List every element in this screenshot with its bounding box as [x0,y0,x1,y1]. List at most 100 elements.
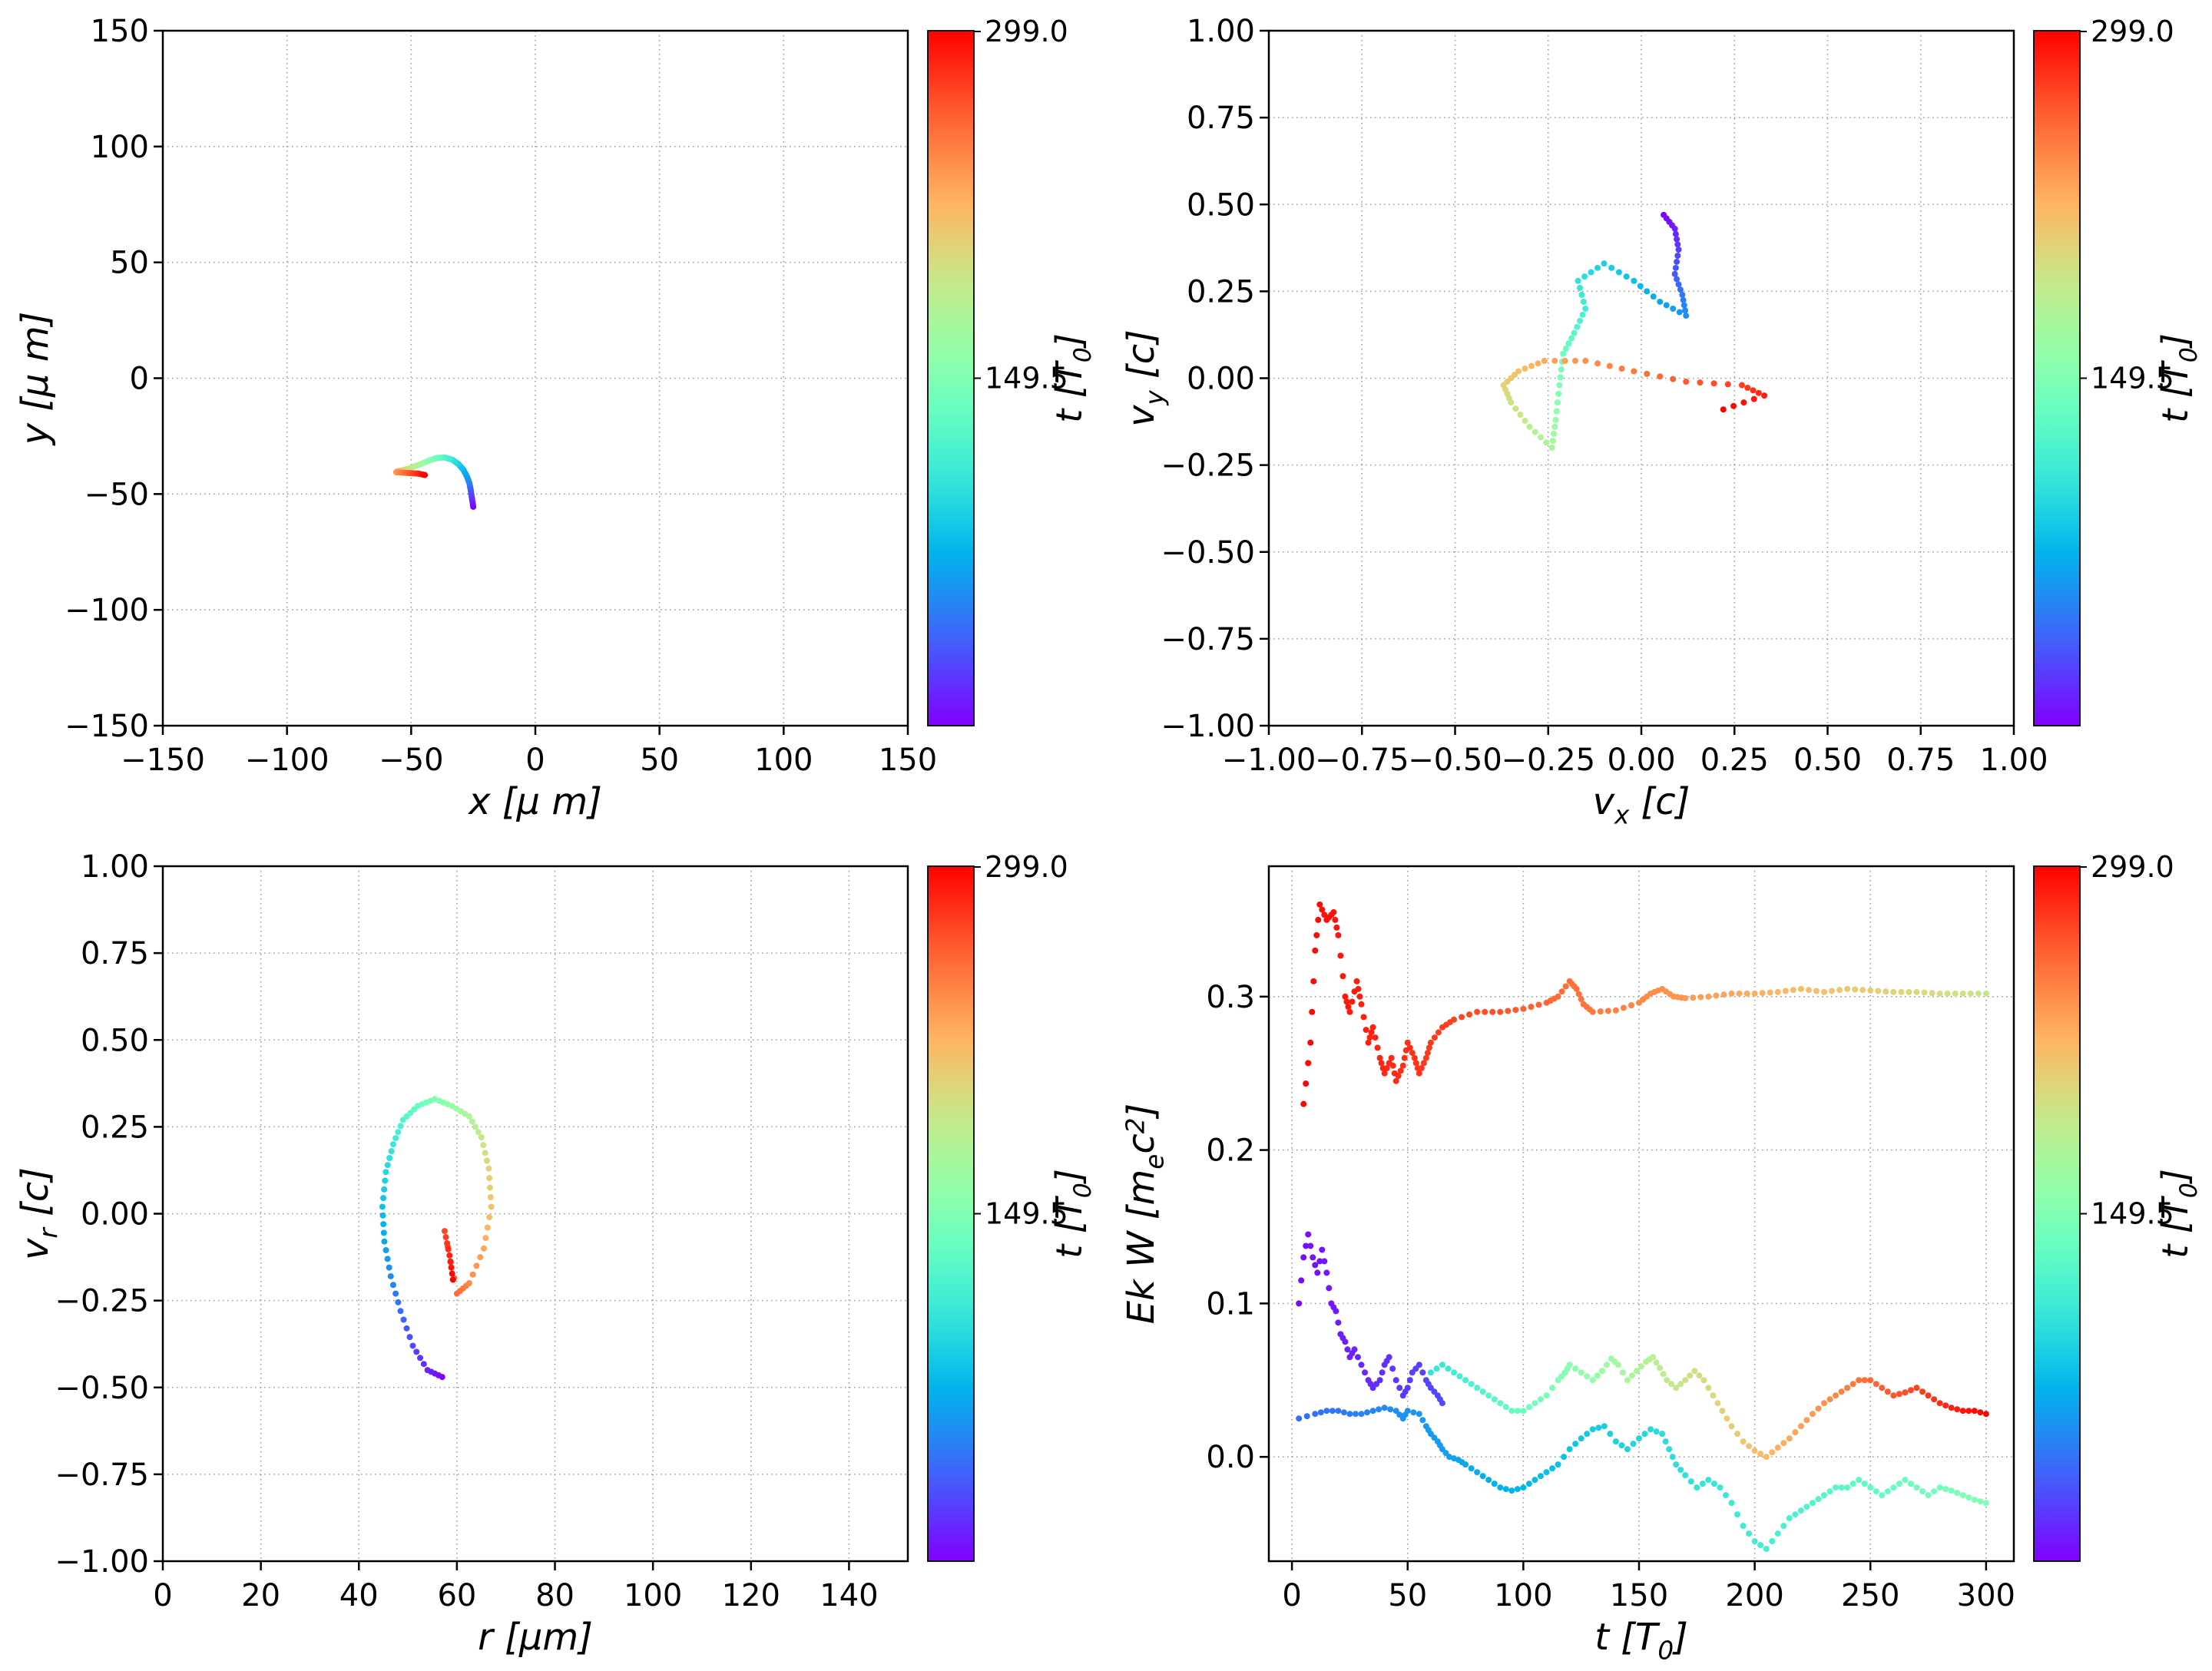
chart-svg-energy-time: 0 50 100 150 200 250 300 0.0 0.1 0.2 0.3 t [T0] Ek W… [1120,850,2203,1665]
x-tick-label: −150 [121,743,205,778]
x-tick-label: −0.50 [1408,743,1502,778]
x-tick-label: 0.50 [1793,743,1862,778]
y-axis-label: vr [c] [14,1167,63,1260]
y-tick-label: 0.25 [1187,274,1255,309]
x-tick-label: 60 [437,1578,476,1613]
y-tick-label: 0.75 [81,936,149,971]
x-tick-label: 80 [535,1578,575,1613]
y-tick-label: 0 [130,362,149,397]
x-tick-label: 120 [722,1578,780,1613]
x-tick-label: 0.75 [1886,743,1955,778]
plot-area-energy-time: 0 50 100 150 200 250 300 0.0 0.1 0.2 0.3 t [T0] Ek W… [1120,865,2015,1665]
y-tick-label: 0.3 [1206,980,1255,1015]
y-tick-label: −50 [84,477,149,512]
y-tick-label: −1.00 [1161,709,1255,744]
colorbar-label: t [T0] [1048,333,1097,423]
y-tick-label: −0.75 [55,1458,149,1493]
y-tick-label: 0.25 [81,1110,149,1145]
series-energy-early-violet-trace [1296,1231,1445,1407]
x-tick-label: 140 [820,1578,878,1613]
colorbar: 299.0 149.5t [T0] [2033,15,2203,726]
x-tick-label: 40 [339,1578,379,1613]
x-axis-label: x [μ m] [467,780,602,823]
y-axis-label: y [μ m] [14,312,57,447]
x-tick-label: 0 [1282,1578,1301,1613]
y-tick-label: 0.00 [1187,362,1255,397]
y-tick-label: −100 [65,593,149,628]
x-tick-label: 100 [754,743,813,778]
x-tick-label: 200 [1725,1578,1783,1613]
plot-area-vx-vy: −1.00−0.75−0.50−0.25 0.00 0.25 0.50 0.75 1.00… [1120,14,2048,829]
x-tick-label: 50 [1388,1578,1427,1613]
y-tick-label: −150 [65,709,149,744]
y-tick-label: 0.50 [81,1023,149,1058]
subplot-r-vr: 0 20 40 60 80 100 120 140 −1.00 −0.75 −0.50 −0.25 0.… [0,836,1106,1671]
chart-svg-xy-trajectory: −150 −100 −50 0 50 100 150 −150 −100 −50 0 50 100 150… [14,14,1097,823]
y-axis-label: vy [c] [1120,329,1169,427]
x-tick-label: 250 [1841,1578,1899,1613]
x-tick-label: 1.00 [1979,743,2048,778]
y-axis-label: Ek W [mec2] [1120,1104,1169,1325]
y-tick-label: −0.75 [1161,622,1255,657]
y-tick-label: 0.50 [1187,187,1255,223]
x-tick-label: 0.25 [1700,743,1769,778]
x-tick-label: −100 [245,743,329,778]
x-tick-label: 100 [1494,1578,1552,1613]
y-tick-label: 0.2 [1206,1133,1255,1169]
y-tick-label: 0.1 [1206,1286,1255,1322]
y-tick-label: −0.50 [55,1371,149,1406]
chart-svg-r-vr: 0 20 40 60 80 100 120 140 −1.00 −0.75 −0.50 −0.25 0.… [14,849,1097,1659]
x-tick-label: 100 [624,1578,682,1613]
x-tick-label: −0.25 [1501,743,1595,778]
subplot-vx-vy: −1.00 −0.75 −0.50 −0.25 0.00 0.25 0.50 0.75 1.00… [1106,0,2212,836]
x-tick-label: 50 [640,743,679,778]
colorbar-label: t [T0] [2154,1169,2203,1259]
y-tick-label: 0.75 [1187,101,1255,136]
x-tick-label: 150 [1610,1578,1668,1613]
colorbar-tick-mid: 149.5 [2091,362,2174,395]
chart-svg-vx-vy: −1.00−0.75−0.50−0.25 0.00 0.25 0.50 0.75 1.00… [1120,14,2203,829]
series-energy-mid-cyan-to-red-trace [1427,1354,1989,1461]
series-radial-phase-loop [379,1096,495,1381]
x-axis-label: r [μm] [478,1616,593,1659]
plot-area-xy-trajectory: −150 −100 −50 0 50 100 150 −150 −100 −50 0 50 100 150… [14,14,937,823]
subplot-energy-time: 0 50 100 150 200 250 300 0.0 0.1 0.2 0.3 t [T0] Ek W… [1106,836,2212,1671]
subplot-xy-trajectory: −150 −100 −50 0 50 100 150 −150 −100 −50 0 50 100 150… [0,0,1106,836]
colorbar: 299.0 149.5t [T0] [2033,850,2203,1562]
y-tick-label: 150 [91,14,149,49]
y-tick-label: −1.00 [55,1544,149,1580]
y-tick-label: −0.25 [55,1284,149,1319]
colorbar-tick-mid: 149.5 [2091,1197,2174,1231]
x-tick-label: 20 [241,1578,280,1613]
series-energy-lower-blue-green-trace [1296,1405,1989,1553]
series-velocity-trajectory [1500,211,1768,451]
y-tick-label: 0.0 [1206,1440,1255,1475]
colorbar-label: t [T0] [1048,1169,1097,1259]
x-axis-label: t [T0] [1594,1616,1688,1665]
series-particle-trajectory [392,454,477,510]
colorbar-tick-top: 299.0 [985,15,1068,48]
colorbar-tick-top: 299.0 [2091,850,2174,884]
x-tick-label: 0 [525,743,545,778]
colorbar: 299.0 149.5t [T0] [927,850,1097,1562]
y-tick-label: 1.00 [81,849,149,885]
x-axis-label: vx [c] [1593,780,1690,829]
x-tick-label: 0 [153,1578,172,1613]
colorbar: 299.0 149.5t [T0] [927,15,1097,726]
y-tick-label: 0.00 [81,1197,149,1233]
x-tick-label: 300 [1957,1578,2015,1613]
x-tick-label: 0.00 [1607,743,1675,778]
plot-area-r-vr: 0 20 40 60 80 100 120 140 −1.00 −0.75 −0.50 −0.25 0.… [14,849,909,1659]
colorbar-tick-mid: 149.5 [985,1197,1068,1231]
colorbar-tick-top: 299.0 [2091,15,2174,48]
series-energy-upper-trace [1300,901,1989,1107]
x-tick-label: 150 [879,743,937,778]
y-tick-label: −0.25 [1161,448,1255,484]
colorbar-label: t [T0] [2154,333,2203,423]
y-tick-label: 50 [110,246,149,281]
y-tick-label: −0.50 [1161,535,1255,571]
x-tick-label: −1.00 [1222,743,1316,778]
colorbar-tick-top: 299.0 [985,850,1068,884]
colorbar-tick-mid: 149.5 [985,362,1068,395]
